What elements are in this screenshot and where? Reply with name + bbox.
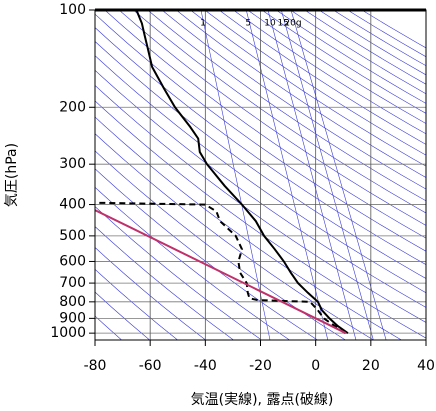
y-tick-label: 300 [59, 156, 86, 172]
dry-adiabat [247, 10, 426, 124]
mixing-ratio-label: 5 [245, 19, 251, 29]
y-tick-label: 100 [59, 2, 86, 18]
dry-adiabat [95, 268, 178, 340]
y-tick-label: 900 [59, 310, 86, 326]
x-tick-label: -20 [249, 358, 272, 374]
dry-adiabat [95, 116, 402, 340]
dry-adiabat [95, 168, 318, 340]
x-tick-label: 40 [417, 358, 435, 374]
dry-adiabat [95, 133, 374, 340]
dry-adiabat [95, 69, 426, 308]
y-tick-label: 200 [59, 99, 86, 115]
dry-adiabat [95, 55, 426, 294]
x-tick-label: -80 [84, 358, 107, 374]
y-tick-label: 500 [59, 228, 86, 244]
reference-lines [95, 10, 426, 340]
mixing-ratio-line [267, 10, 357, 340]
dry-adiabat [95, 247, 206, 340]
profile-line [97, 201, 346, 335]
mixing-ratio-label: 1 [200, 19, 206, 29]
dry-adiabat [218, 10, 426, 145]
y-tick-label: 800 [59, 294, 86, 310]
mixing-ratio-line [280, 10, 374, 340]
dry-adiabat [95, 27, 426, 265]
x-tick-label: 20 [362, 358, 380, 374]
dry-adiabat [333, 10, 426, 67]
mixing-ratio-line [290, 10, 387, 340]
dry-adiabat [95, 84, 426, 323]
dry-adiabat [318, 10, 426, 76]
dry-adiabat [290, 10, 426, 95]
mixing-ratio-label: 20g [284, 19, 301, 29]
x-tick-label: -40 [194, 358, 217, 374]
dry-adiabat [347, 10, 426, 58]
dry-adiabat [304, 10, 426, 85]
profiles [95, 10, 349, 335]
x-tick-label: 0 [311, 358, 320, 374]
dry-adiabat [275, 10, 426, 104]
dry-adiabat [161, 10, 426, 190]
dry-adiabat [95, 41, 426, 279]
dry-adiabat [261, 10, 426, 114]
profile-line [135, 10, 349, 335]
y-tick-label: 400 [59, 197, 86, 213]
dry-adiabat [118, 10, 426, 226]
dry-adiabat [95, 206, 262, 340]
dry-adiabat [176, 10, 426, 178]
dry-adiabat [104, 10, 426, 239]
mixing-ratio-label: 10 [264, 19, 276, 29]
y-tick-label: 600 [59, 253, 86, 269]
x-axis-title: 気温(実線), 露点(破線) [191, 392, 334, 408]
dry-adiabat [133, 10, 426, 214]
x-tick-label: -60 [139, 358, 162, 374]
dry-adiabat [233, 10, 426, 135]
dry-adiabat [95, 13, 426, 252]
y-axis-title: 気圧(hPa) [4, 143, 20, 207]
mixing-ratio-line [200, 10, 271, 340]
mixing-ratio-line [245, 10, 329, 340]
dry-adiabat [204, 10, 426, 156]
profile-line [95, 209, 347, 335]
mixing-ratio-label: 15 [278, 19, 289, 29]
y-tick-label: 700 [59, 275, 86, 291]
dry-adiabat [95, 100, 426, 339]
dry-adiabat [95, 186, 290, 340]
dry-adiabat [190, 10, 426, 167]
dry-adiabat [95, 150, 346, 340]
dry-adiabat [95, 226, 234, 340]
y-tick-label: 1000 [50, 325, 86, 341]
dry-adiabat [147, 10, 426, 202]
